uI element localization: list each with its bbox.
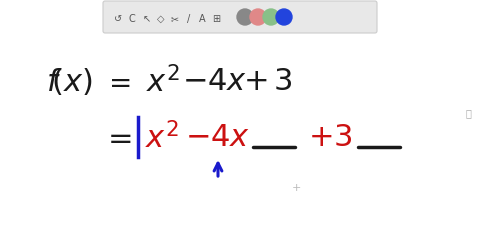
Circle shape	[237, 10, 253, 26]
Text: 🎤: 🎤	[465, 108, 471, 117]
Text: A: A	[199, 14, 205, 24]
Circle shape	[250, 10, 266, 26]
Circle shape	[263, 10, 279, 26]
Text: C: C	[129, 14, 135, 24]
Text: $+3$: $+3$	[308, 123, 352, 152]
Text: $-4x$: $-4x$	[182, 67, 248, 96]
Text: $=$: $=$	[102, 123, 132, 152]
Text: $f\!(x)$: $f\!(x)$	[47, 66, 94, 97]
Text: $x^{2}$: $x^{2}$	[146, 65, 180, 98]
Text: $-4x$: $-4x$	[185, 123, 251, 152]
Text: ✂: ✂	[171, 14, 179, 24]
Text: ↖: ↖	[143, 14, 151, 24]
Text: ⊞: ⊞	[212, 14, 220, 24]
Text: $+\,3$: $+\,3$	[243, 67, 293, 96]
Text: ↺: ↺	[114, 14, 122, 24]
Text: $x^{2}$: $x^{2}$	[145, 121, 179, 154]
Text: ◇: ◇	[157, 14, 165, 24]
Text: $=$: $=$	[103, 68, 131, 96]
Circle shape	[276, 10, 292, 26]
Text: /: /	[187, 14, 191, 24]
Text: +: +	[291, 182, 300, 192]
FancyBboxPatch shape	[103, 2, 377, 34]
